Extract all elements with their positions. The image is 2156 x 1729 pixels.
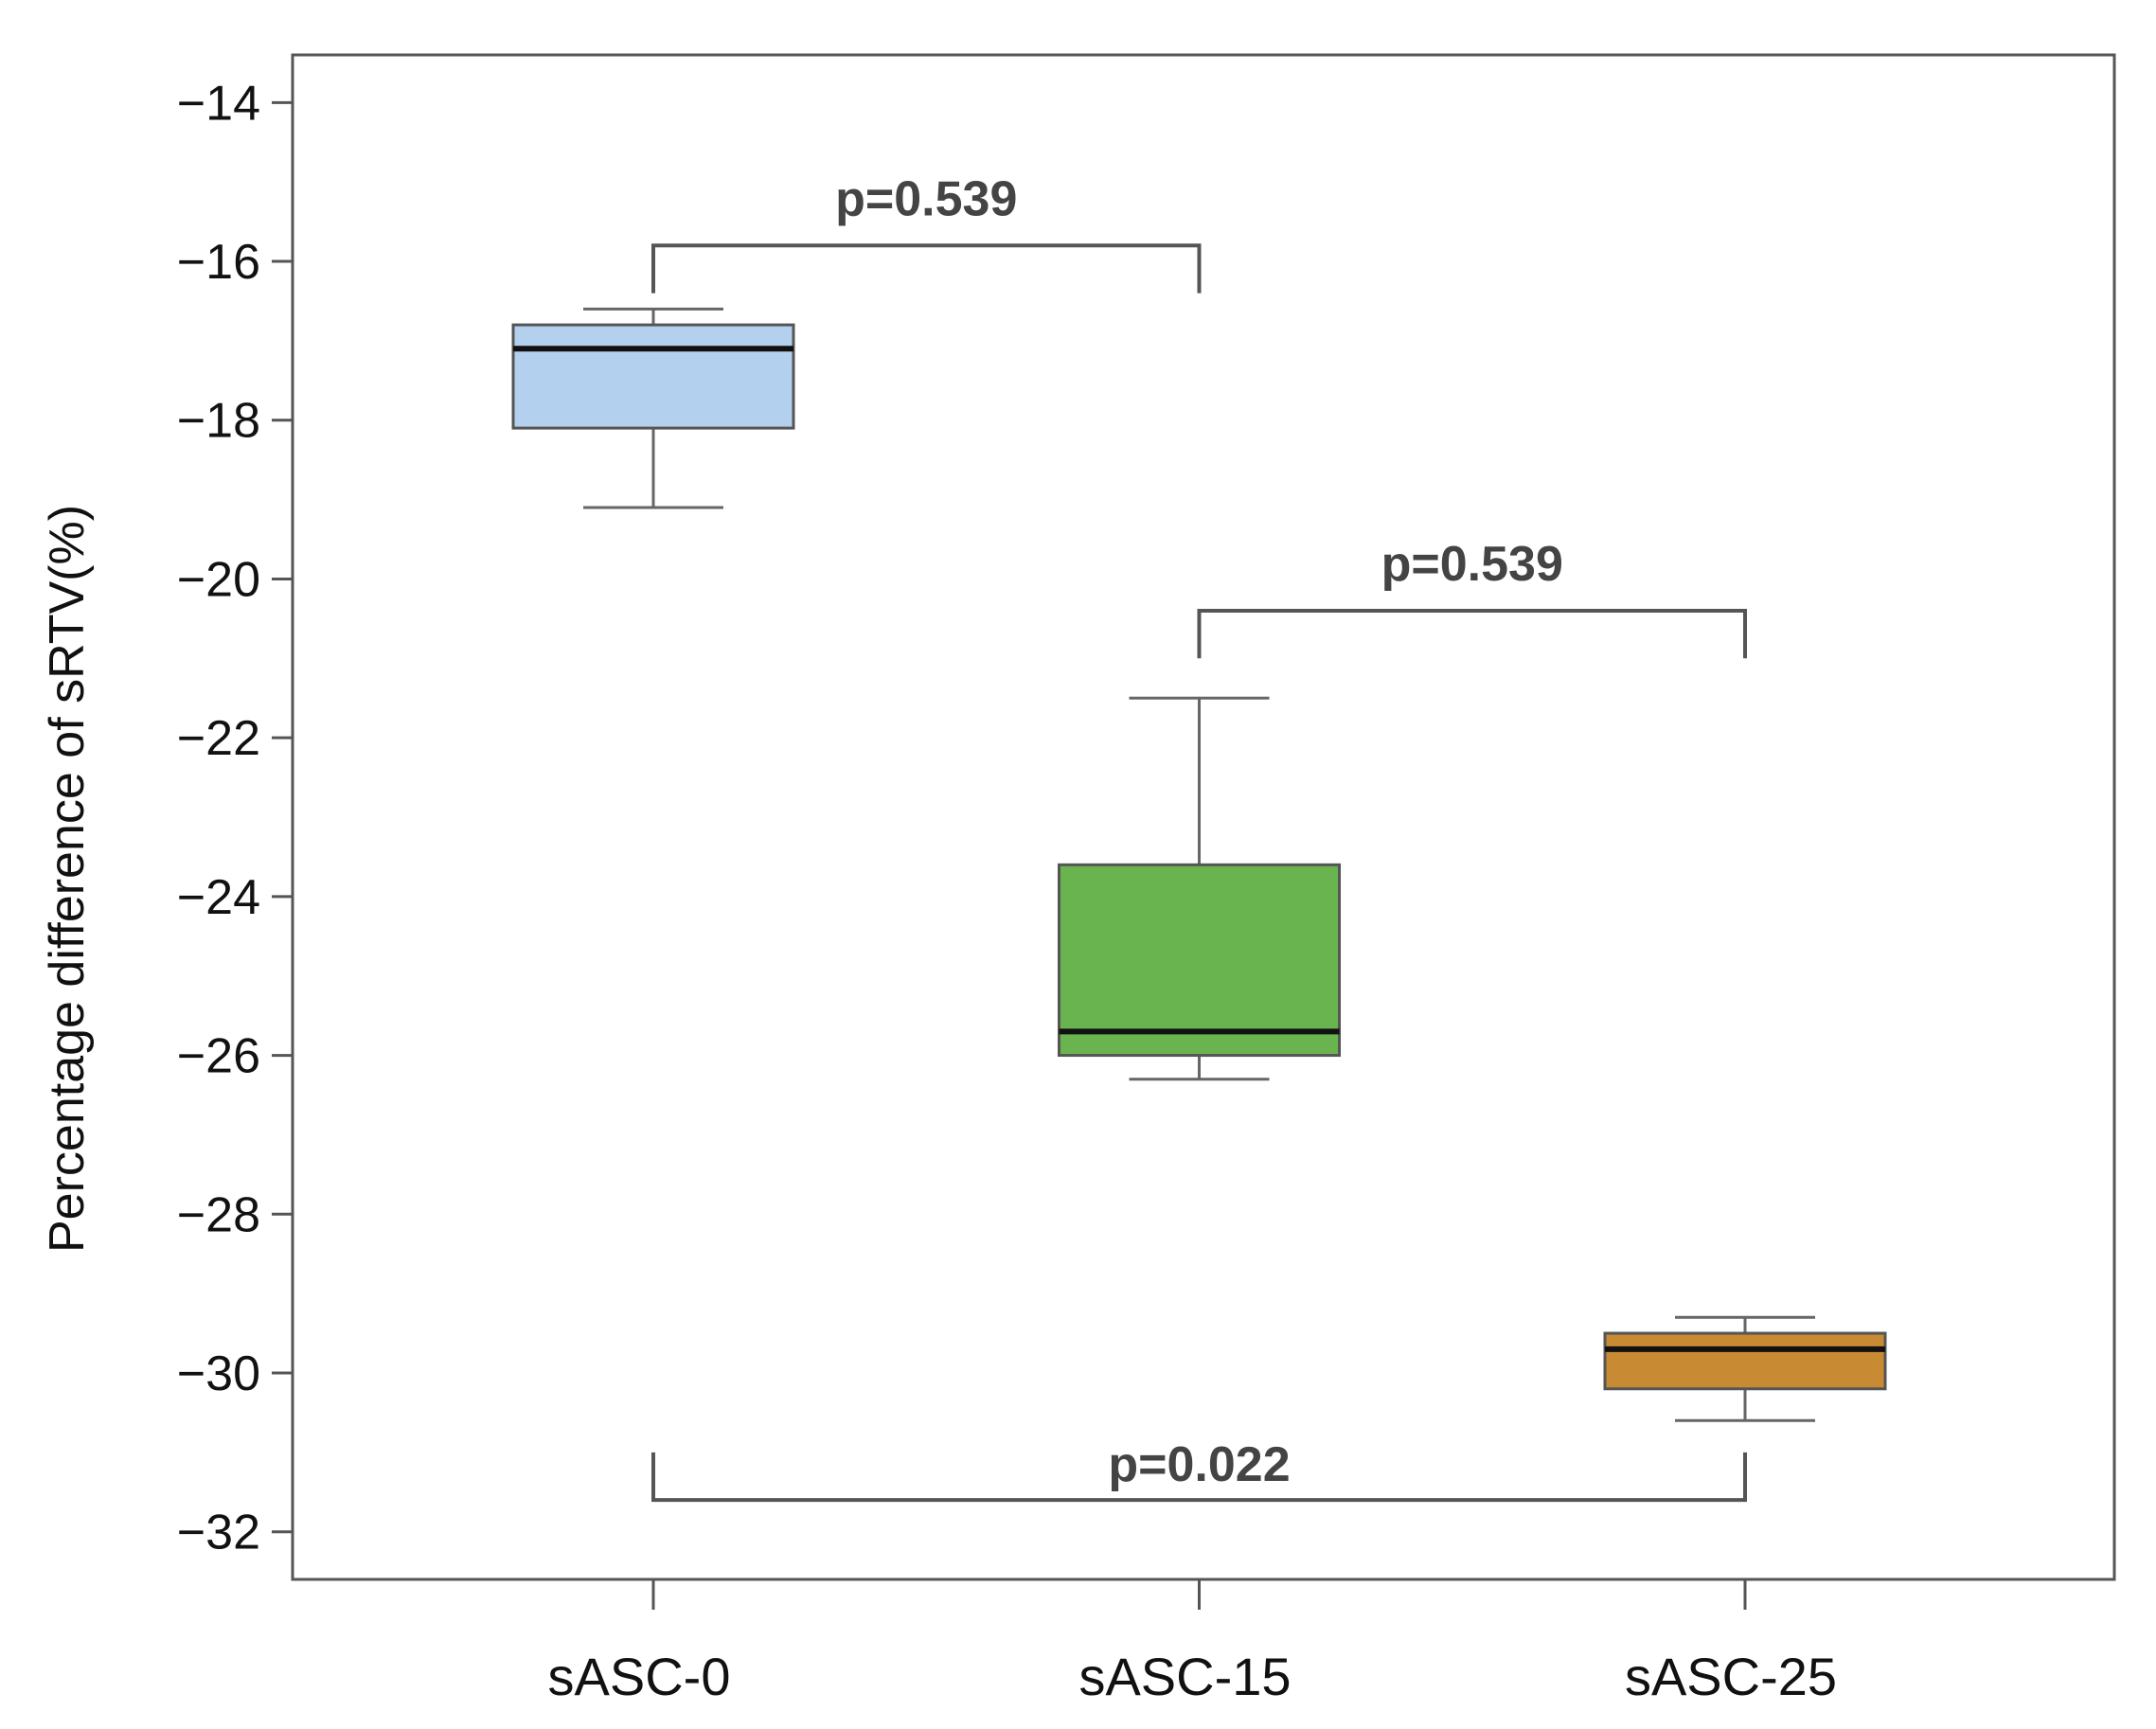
p-value-label: p=0.539 [835,171,1017,226]
box-sASC-0 [511,307,795,509]
y-axis-label: Percentage difference of sRTV(%) [40,505,95,1253]
bracket-line [651,243,1202,294]
x-tick-label: sASC-0 [548,1647,731,1706]
iqr-box [511,323,795,430]
p-value-label: p=0.022 [1108,1437,1290,1492]
significance-brackets: p=0.539 p=0.539 p=0.022 [651,171,1747,1503]
y-axis: −14 −16 −18 −20 −22 −24 −26 −28 −30 −32 [177,76,293,1560]
y-tick-label: −24 [177,870,260,925]
comparison-bracket: p=0.539 [651,171,1202,294]
y-tick-label: −20 [177,552,260,607]
box-sASC-15 [1058,696,1341,1081]
y-tick-label: −14 [177,76,260,131]
y-tick-label: −30 [177,1346,260,1401]
box-sASC-25 [1603,1315,1887,1422]
plot-frame [291,53,2116,1581]
y-tick-label: −32 [177,1506,260,1560]
y-tick-label: −18 [177,394,260,449]
y-tick-label: −16 [177,235,260,290]
comparison-bracket: p=0.539 [1197,537,1747,659]
y-tick-label: −22 [177,711,260,766]
boxes [511,307,1887,1422]
x-tick-label: sASC-15 [1078,1647,1291,1706]
x-tick-label: sASC-25 [1625,1647,1837,1706]
x-axis: sASC-0 sASC-15 sASC-25 [548,1579,1837,1706]
comparison-bracket: p=0.022 [651,1437,1747,1503]
y-tick-label: −28 [177,1187,260,1242]
iqr-box [1603,1331,1887,1391]
bracket-line [651,1452,1747,1503]
bracket-line [1197,608,1747,659]
y-tick-label: −26 [177,1029,260,1084]
iqr-box [1058,863,1341,1058]
p-value-label: p=0.539 [1381,537,1563,592]
